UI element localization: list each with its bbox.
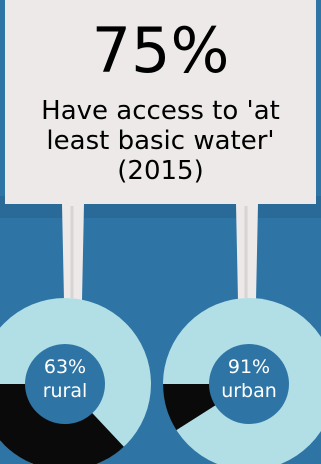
- headline-caption-line-1: Have access to 'at: [41, 96, 280, 126]
- donut-rural-percent: 63%: [43, 356, 87, 378]
- donut-urban-label: 91% urban: [214, 355, 284, 403]
- donut-urban-center: [209, 344, 289, 424]
- donut-rural-center: [25, 344, 105, 424]
- headline-card: 75% Have access to 'at least basic water…: [5, 0, 316, 204]
- donut-urban-percent: 91%: [227, 356, 271, 378]
- headline-value: 75%: [91, 14, 230, 87]
- headline-caption-line-2: least basic water': [46, 126, 275, 156]
- donut-rural-label: 63% rural: [30, 355, 100, 403]
- headline-caption-line-3: (2015): [117, 156, 204, 186]
- headline-caption: Have access to 'at least basic water' (2…: [15, 96, 306, 186]
- donut-rural-name: rural: [42, 380, 88, 402]
- donut-urban-name: urban: [221, 380, 277, 402]
